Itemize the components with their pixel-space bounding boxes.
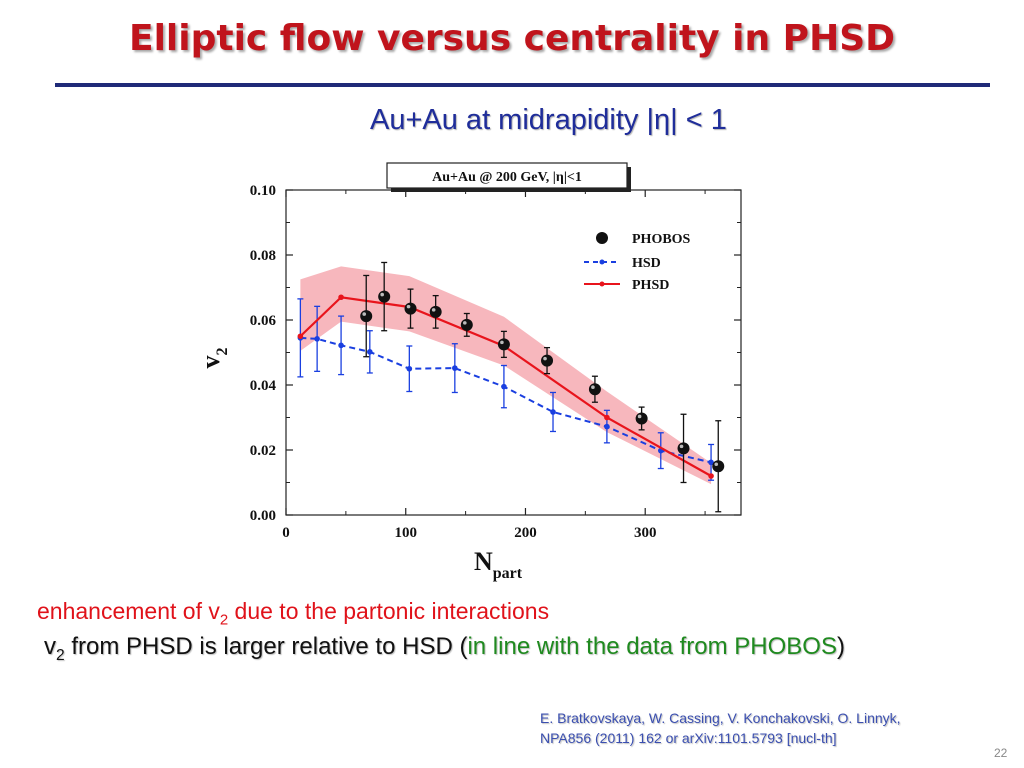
legend-item-phsd: PHSD: [584, 278, 669, 293]
hsd-point: [501, 383, 507, 390]
legend-phsd-label: PHSD: [632, 278, 669, 293]
y-axis-title-sub: 2: [214, 348, 231, 356]
y-axis-title-main: v: [196, 356, 225, 369]
phobos-point: [460, 318, 473, 331]
phobos-point: [588, 383, 601, 396]
y-tick-label: 0.08: [250, 248, 276, 264]
legend-phsd-marker: [599, 281, 605, 287]
phobos-point-highlight: [500, 340, 504, 345]
hsd-point: [452, 365, 458, 371]
legend-phobos-label: PHOBOS: [632, 232, 691, 247]
page-number: 22: [994, 746, 1008, 760]
finding-line-2: v2 from PHSD is larger relative to HSD (…: [44, 633, 845, 665]
y-axis-title: v2: [196, 348, 231, 369]
phobos-point-highlight: [362, 312, 367, 316]
phobos-point: [378, 290, 391, 303]
reference-line-2: NPA856 (2011) 162 or arXiv:1101.5793 [nu…: [540, 730, 837, 746]
finding-2-subscript: 2: [56, 646, 65, 664]
phobos-point: [635, 412, 648, 425]
phobos-point-highlight: [406, 304, 411, 309]
phobos-point-highlight: [679, 444, 684, 449]
phobos-point: [404, 302, 417, 315]
phobos-point: [429, 305, 442, 318]
info-box-label: Au+Au @ 200 GeV, |η|<1: [432, 170, 582, 185]
finding-1-text-a: enhancement of v: [37, 598, 220, 624]
legend-hsd-marker: [599, 259, 605, 265]
legend-item-hsd: HSD: [584, 256, 661, 271]
v2-vs-npart-chart: Au+Au @ 200 GeV, |η|<1 0.000.020.040.060…: [196, 162, 742, 582]
phsd-point: [297, 333, 304, 340]
finding-1-subscript: 2: [219, 611, 229, 629]
reference-citation: E. Bratkovskaya, W. Cassing, V. Konchako…: [540, 708, 901, 748]
phobos-point-highlight: [463, 321, 467, 325]
finding-line-1: enhancement of v2 due to the partonic in…: [37, 598, 549, 629]
phobos-point: [677, 442, 690, 455]
phobos-point: [712, 460, 725, 473]
series-layer: [297, 261, 725, 513]
slide-title: Elliptic flow versus centrality in PHSD: [128, 18, 896, 59]
y-tick-label: 0.10: [250, 183, 276, 199]
hsd-point: [604, 423, 610, 430]
hsd-point: [367, 349, 373, 355]
hsd-series-line: [300, 336, 712, 464]
phobos-point-highlight: [543, 356, 547, 361]
phobos-point: [541, 354, 554, 367]
legend: PHOBOS HSD PHSD: [584, 232, 691, 293]
y-tick-label: 0.04: [250, 378, 277, 394]
legend-hsd-label: HSD: [632, 256, 661, 271]
y-tick-label: 0.02: [250, 443, 276, 459]
svg-text:v2: v2: [196, 348, 231, 369]
phobos-point-highlight: [637, 414, 642, 419]
reference-line-1: E. Bratkovskaya, W. Cassing, V. Konchako…: [540, 710, 901, 726]
svg-text:Npart: Npart: [474, 547, 523, 582]
slide-subtitle: Au+Au at midrapidity |η| < 1: [370, 104, 727, 136]
phsd-uncertainty-band: [300, 266, 712, 485]
phobos-point-highlight: [714, 462, 719, 467]
phsd-point: [604, 414, 610, 421]
hsd-point: [550, 409, 556, 415]
hsd-point: [314, 336, 320, 342]
finding-2-text-a: v: [44, 633, 56, 660]
phsd-series-line: [299, 296, 712, 477]
hsd-point: [708, 459, 714, 466]
phobos-point: [497, 338, 510, 351]
x-tick-label: 300: [634, 525, 657, 541]
phobos-point-highlight: [380, 292, 384, 297]
phobos-point-highlight: [431, 308, 436, 312]
finding-1-text-b: due to the partonic interactions: [228, 598, 550, 624]
y-tick-label: 0.06: [250, 313, 277, 329]
phsd-uncertainty-band-layer: [300, 266, 712, 485]
hsd-point: [338, 342, 344, 349]
x-axis-title-sub: part: [493, 565, 523, 582]
phobos-point: [360, 310, 373, 323]
finding-2-text-b: from PHSD is larger relative to HSD (: [64, 633, 468, 660]
x-axis-title-main: N: [474, 547, 493, 576]
finding-2-text-c: ): [836, 633, 845, 660]
phobos-point-highlight: [591, 385, 595, 390]
legend-phobos-marker: [596, 232, 608, 244]
x-axis-title: Npart: [474, 547, 523, 582]
hsd-point: [406, 365, 413, 372]
legend-item-phobos: PHOBOS: [596, 232, 691, 247]
phsd-point: [338, 294, 344, 301]
x-tick-label: 0: [282, 525, 290, 541]
finding-2-green-text: in line with the data from PHOBOS: [467, 633, 837, 660]
title-divider: [55, 83, 990, 87]
x-tick-label: 200: [514, 525, 537, 541]
phsd-point: [708, 473, 714, 479]
axes-layer: 0.00 0.02 0.04 0.06 0.08 0.10 0 100 200 300: [250, 183, 741, 541]
info-box: Au+Au @ 200 GeV, |η|<1: [386, 162, 631, 192]
y-tick-label: 0.00: [250, 508, 276, 524]
x-tick-label: 100: [394, 525, 417, 541]
